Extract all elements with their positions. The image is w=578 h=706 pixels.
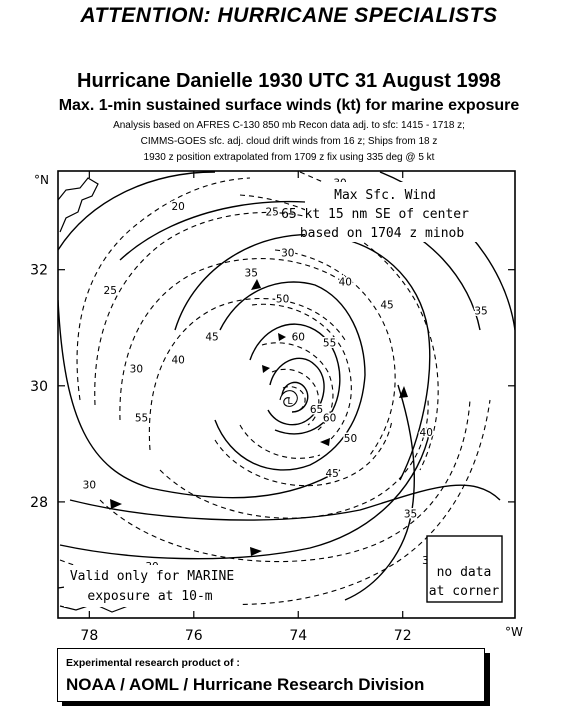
contour-label: 60 (292, 331, 305, 343)
contour-label: 30 (130, 363, 143, 375)
contour-label: 35 (404, 509, 417, 521)
contour-label: 30 (281, 247, 294, 259)
streamline (267, 357, 325, 426)
contour-label: 40 (420, 427, 433, 439)
isotach (159, 399, 429, 519)
contour-label: 45 (205, 331, 218, 343)
no-data-line-2: at corner (429, 584, 500, 599)
isotach (282, 386, 306, 413)
contour-label: 45 (380, 300, 393, 312)
flow-arrow (262, 365, 270, 373)
isotach (251, 303, 352, 441)
contour-label: 20 (171, 201, 184, 213)
contour-label: 40 (171, 355, 184, 367)
page-title: Hurricane Danielle 1930 UTC 31 August 19… (77, 70, 501, 92)
axis-ticks (58, 171, 515, 618)
longitude-unit-label: °W (505, 625, 523, 639)
lon-tick-label: 74 (289, 628, 307, 644)
max-wind-box-bg (305, 182, 480, 242)
streamline (174, 233, 431, 481)
contour-label: 60 (323, 413, 336, 425)
lat-tick-label: 30 (30, 379, 48, 395)
streamline (58, 299, 341, 499)
contour-label: 35 (245, 268, 258, 280)
isotach (119, 258, 341, 421)
flow-arrow (251, 279, 261, 290)
flow-arrow (320, 438, 330, 446)
map-frame (57, 170, 516, 619)
max-wind-line-3: based on 1704 z minob (300, 226, 465, 241)
streamline (69, 484, 501, 521)
contour-label: 65 (310, 404, 323, 416)
max-wind-line-1: Max Sfc. Wind (334, 188, 436, 203)
contour-label: 55 (323, 337, 336, 349)
no-data-line-1: no data (437, 565, 492, 580)
contour-label: 30 (83, 479, 96, 491)
contour-label: 45 (326, 468, 339, 480)
analysis-note-2: CIMMS-GOES sfc. adj. cloud drift winds f… (140, 136, 438, 147)
contour-label: 25 (265, 207, 278, 219)
no-data-box (426, 535, 503, 603)
isotach (274, 249, 396, 456)
contour-label: 35 (474, 305, 487, 317)
lat-tick-label: 28 (30, 495, 48, 511)
isotach (179, 399, 491, 605)
streamline (344, 384, 416, 601)
lon-tick-label: 78 (80, 628, 98, 644)
streamline (59, 429, 431, 560)
valid-note-bg (64, 565, 240, 607)
eye-wall (279, 390, 298, 407)
credit-box: Experimental research product of : NOAA … (57, 648, 485, 702)
isotach (214, 419, 393, 487)
streamline (249, 323, 341, 435)
analysis-note-3: 1930 z position extrapolated from 1709 z… (143, 152, 435, 163)
isotach (94, 211, 321, 406)
flow-arrow (278, 333, 286, 341)
attention-banner: ATTENTION: HURRICANE SPECIALISTS (80, 4, 498, 27)
isotach (239, 424, 321, 459)
valid-note-line-2: exposure at 10-m (87, 589, 212, 604)
flow-arrow (250, 547, 262, 556)
credit-line-1: Experimental research product of : (66, 657, 240, 669)
streamline (214, 281, 366, 471)
isotach (271, 368, 320, 426)
flow-arrow (110, 499, 122, 509)
contour-label: 50 (276, 294, 289, 306)
contour-label: 25 (104, 285, 117, 297)
page-subtitle: Max. 1-min sustained surface winds (kt) … (58, 97, 520, 114)
contour-label: 40 (339, 276, 352, 288)
max-wind-line-2: 65 kt 15 nm SE of center (281, 207, 469, 222)
contour-label: 55 (135, 413, 148, 425)
axis-tick-labels: 32 30 28 78 76 74 72 (30, 263, 411, 644)
flow-arrow (399, 386, 408, 398)
latitude-unit-label: °N (34, 173, 49, 187)
lat-tick-label: 32 (30, 263, 48, 279)
credit-line-2: NOAA / AOML / Hurricane Research Divisio… (66, 675, 425, 694)
lon-tick-label: 76 (185, 628, 203, 644)
isotach (261, 342, 334, 431)
lon-tick-label: 72 (394, 628, 412, 644)
streamline (58, 171, 216, 251)
isotach (99, 399, 471, 563)
flow-arrows (110, 279, 408, 556)
valid-note-line-1: Valid only for MARINE (70, 569, 234, 584)
isotach (76, 177, 251, 401)
contour-label: 50 (344, 433, 357, 445)
isotach (148, 297, 346, 451)
isotach (239, 194, 439, 471)
storm-center-label: L (287, 397, 292, 407)
analysis-note-1: Analysis based on AFRES C-130 850 mb Rec… (113, 120, 465, 131)
coastline-outline (58, 177, 99, 233)
